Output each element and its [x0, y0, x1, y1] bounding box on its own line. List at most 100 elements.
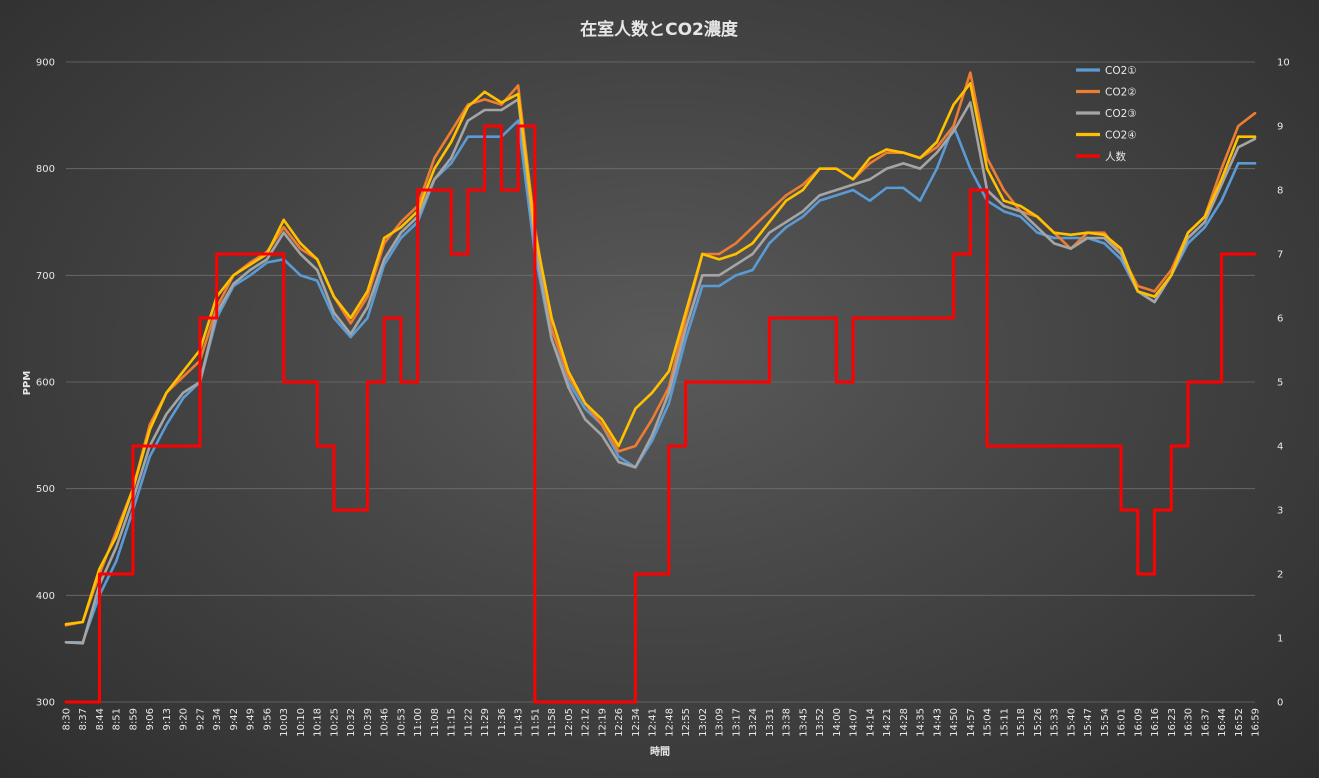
data-point	[818, 199, 821, 202]
data-point	[1119, 508, 1123, 512]
data-point	[1052, 444, 1056, 448]
data-point	[885, 186, 888, 190]
data-point	[1036, 226, 1039, 229]
data-point	[399, 226, 403, 229]
y-axis-label: PPM	[22, 371, 33, 396]
data-point	[1220, 199, 1223, 202]
data-point	[1002, 444, 1006, 448]
data-point	[182, 375, 185, 378]
data-point	[81, 642, 84, 645]
x-tick-label: 10:25	[329, 708, 340, 737]
data-point	[299, 380, 302, 384]
data-point	[969, 101, 972, 104]
x-tick-label: 14:14	[865, 708, 876, 737]
data-point	[634, 572, 637, 576]
series-line	[64, 124, 1257, 704]
data-point	[935, 140, 939, 144]
data-point	[617, 450, 620, 453]
x-tick-label: 14:57	[966, 708, 977, 737]
x-tick-label: 12:12	[581, 708, 592, 737]
data-point	[315, 444, 319, 448]
x-tick-label: 9:34	[212, 708, 223, 730]
data-point	[751, 226, 754, 229]
data-point	[801, 188, 805, 192]
data-point	[801, 210, 805, 213]
x-tick-label: 9:27	[195, 708, 206, 730]
data-point	[1052, 231, 1056, 234]
data-point	[115, 560, 118, 563]
x-tick-label: 11:51	[530, 708, 541, 737]
data-point	[98, 567, 101, 570]
data-point	[265, 261, 269, 264]
y-right-tick-label: 2	[1277, 570, 1283, 581]
x-tick-label: 12:19	[597, 708, 608, 737]
data-point	[550, 316, 553, 320]
data-point	[1253, 135, 1257, 138]
data-point	[985, 156, 989, 160]
series-line	[64, 119, 1257, 644]
x-tick-label: 16:44	[1217, 708, 1228, 737]
data-point	[366, 306, 369, 309]
data-point	[1086, 236, 1089, 240]
data-point	[717, 284, 721, 288]
series-line	[64, 98, 1257, 645]
data-point	[115, 572, 118, 576]
data-point	[399, 380, 403, 384]
data-point	[567, 386, 570, 389]
x-tick-label: 9:56	[262, 708, 273, 730]
data-point	[684, 338, 687, 341]
data-point	[784, 220, 788, 224]
data-point	[969, 71, 972, 74]
data-point	[1002, 210, 1006, 213]
legend-label: CO2③	[1105, 108, 1137, 120]
x-tick-label: 11:08	[430, 708, 441, 737]
x-tick-label: 14:00	[832, 708, 843, 737]
data-point	[835, 188, 838, 192]
data-point	[868, 316, 872, 320]
data-point	[935, 167, 939, 170]
data-point	[249, 274, 252, 277]
data-point	[868, 178, 872, 181]
x-tick-label: 15:54	[1100, 708, 1111, 737]
data-point	[98, 572, 101, 576]
data-point	[500, 108, 503, 112]
data-point	[935, 316, 939, 320]
data-point	[835, 167, 838, 170]
data-point	[634, 466, 637, 469]
data-point	[650, 572, 654, 576]
data-point	[516, 84, 520, 87]
data-point	[1220, 252, 1223, 256]
data-point	[449, 252, 453, 256]
x-tick-label: 8:51	[112, 708, 123, 730]
data-point	[382, 236, 386, 240]
x-tick-label: 8:44	[95, 708, 106, 730]
x-tick-label: 11:22	[463, 708, 474, 737]
data-point	[1103, 233, 1106, 236]
y-left-tick-label: 500	[36, 484, 55, 495]
grid-lines	[66, 61, 1255, 703]
data-point	[1237, 124, 1240, 128]
data-point	[1153, 290, 1156, 293]
data-point	[382, 316, 386, 320]
data-point	[717, 380, 721, 384]
data-point	[182, 391, 185, 394]
data-point	[1036, 215, 1039, 218]
x-tick-label: 14:21	[882, 708, 893, 737]
data-point	[131, 444, 135, 448]
data-point	[249, 263, 252, 266]
data-point	[500, 101, 503, 104]
data-point	[1069, 233, 1072, 236]
data-point	[885, 151, 888, 154]
data-point	[885, 148, 888, 151]
data-point	[449, 162, 453, 165]
data-point	[433, 188, 436, 192]
data-point	[349, 316, 352, 320]
x-tick-label: 9:13	[162, 708, 173, 730]
data-point	[1153, 295, 1156, 298]
data-point	[366, 295, 369, 298]
x-tick-label: 13:45	[798, 708, 809, 737]
data-point	[701, 284, 704, 288]
data-point	[1002, 188, 1006, 192]
data-point	[1103, 242, 1106, 245]
